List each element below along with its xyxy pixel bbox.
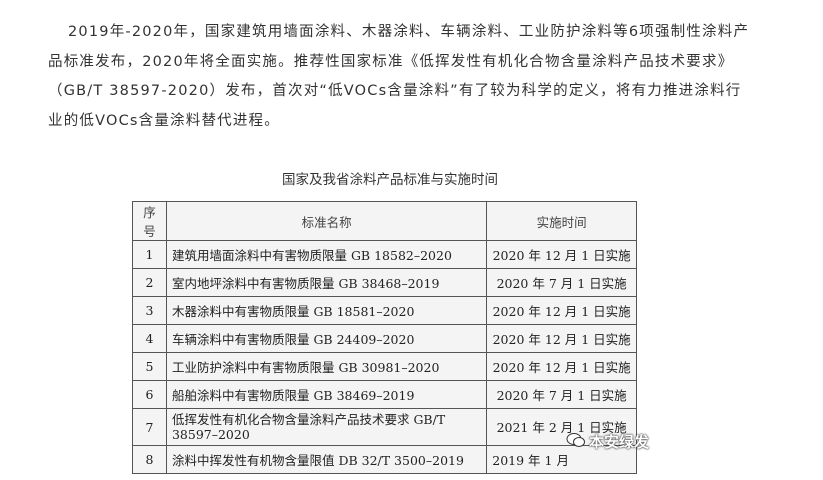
header-date: 实施时间 [486, 201, 637, 241]
row-date: 2020 年 12 月 1 日实施 [486, 324, 637, 353]
table-row: 1 建筑用墙面涂料中有害物质限量 GB 18582–2020 2020 年 12 月… [132, 240, 637, 269]
row-date: 2020 年 12 月 1 日实施 [486, 352, 637, 381]
table-row: 6 船舶涂料中有害物质限量 GB 38469–2019 2020 年 7 月 1 日… [132, 380, 637, 409]
row-name: 船舶涂料中有害物质限量 GB 38469–2019 [165, 380, 488, 409]
row-date: 2019 年 1 月 [486, 445, 637, 474]
row-index: 3 [132, 296, 167, 325]
row-name: 室内地坪涂料中有害物质限量 GB 38468–2019 [165, 268, 488, 297]
row-name: 工业防护涂料中有害物质限量 GB 30981–2020 [165, 352, 488, 381]
row-name: 低挥发性有机化合物含量涂料产品技术要求 GB/T 38597–2020 [165, 408, 488, 446]
row-date: 2020 年 7 月 1 日实施 [486, 268, 637, 297]
watermark: 本安绿发 [566, 431, 649, 452]
row-date: 2021 年 2 月 1 日实施 [486, 408, 637, 446]
table-row: 7 低挥发性有机化合物含量涂料产品技术要求 GB/T 38597–2020 2021… [132, 408, 637, 446]
row-name: 车辆涂料中有害物质限量 GB 24409–2020 [165, 324, 488, 353]
row-name: 涂料中挥发性有机物含量限值 DB 32/T 3500–2019 [165, 445, 488, 474]
row-index: 1 [132, 240, 167, 269]
row-date: 2020 年 12 月 1 日实施 [486, 240, 637, 269]
row-index: 4 [132, 324, 167, 353]
intro-paragraph: 2019年-2020年，国家建筑用墙面涂料、木器涂料、车辆涂料、工业防护涂料等6… [48, 24, 750, 129]
row-index: 7 [132, 408, 167, 446]
row-index: 2 [132, 268, 167, 297]
table-row: 8 涂料中挥发性有机物含量限值 DB 32/T 3500–2019 2019 年 1… [132, 445, 637, 474]
table-header-row: 序号 标准名称 实施时间 [132, 201, 637, 241]
header-index: 序号 [132, 201, 167, 241]
standards-table: 序号 标准名称 实施时间 1 建筑用墙面涂料中有害物质限量 GB 18582–20… [132, 201, 637, 474]
watermark-text: 本安绿发 [589, 433, 650, 451]
row-index: 8 [132, 445, 167, 474]
row-name: 建筑用墙面涂料中有害物质限量 GB 18582–2020 [165, 240, 488, 269]
table-caption: 国家及我省涂料产品标准与实施时间 [282, 172, 498, 188]
table-row: 4 车辆涂料中有害物质限量 GB 24409–2020 2020 年 12 月 1 … [132, 324, 637, 353]
wechat-icon [566, 432, 586, 452]
table-row: 3 木器涂料中有害物质限量 GB 18581–2020 2020 年 12 月 1 … [132, 296, 637, 325]
table-row: 2 室内地坪涂料中有害物质限量 GB 38468–2019 2020 年 7 月 1… [132, 268, 637, 297]
header-name: 标准名称 [165, 201, 488, 241]
row-date: 2020 年 7 月 1 日实施 [486, 380, 637, 409]
row-index: 6 [132, 380, 167, 409]
row-name: 木器涂料中有害物质限量 GB 18581–2020 [165, 296, 488, 325]
row-date: 2020 年 12 月 1 日实施 [486, 296, 637, 325]
table-row: 5 工业防护涂料中有害物质限量 GB 30981–2020 2020 年 12 月 … [132, 352, 637, 381]
row-index: 5 [132, 352, 167, 381]
